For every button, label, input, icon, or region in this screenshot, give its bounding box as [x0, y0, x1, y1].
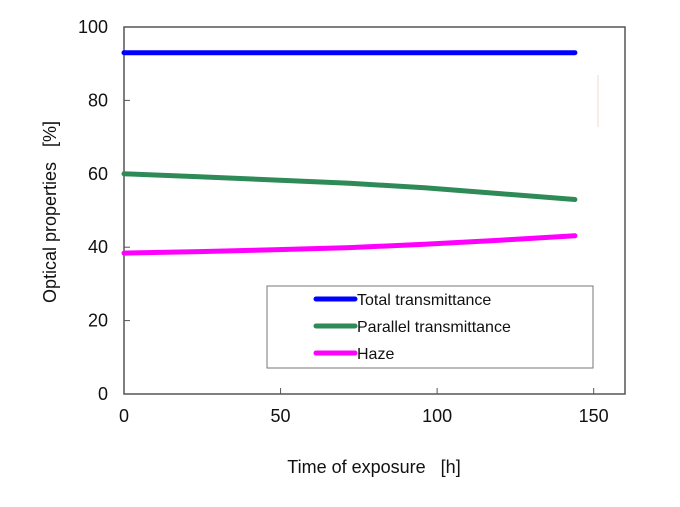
y-tick-label: 100 [78, 17, 108, 37]
x-axis-label: Time of exposure [h] [287, 457, 460, 477]
x-axis-ticks: 0 50 100 150 [119, 388, 609, 426]
x-tick-label: 50 [271, 406, 291, 426]
x-tick-label: 150 [579, 406, 609, 426]
y-tick-label: 40 [88, 237, 108, 257]
series-lines [121, 50, 578, 256]
legend-label: Parallel transmittance [357, 319, 511, 336]
legend-label: Haze [357, 346, 394, 363]
y-tick-label: 80 [88, 90, 108, 110]
plot-frame [123, 26, 626, 395]
y-tick-label: 0 [98, 384, 108, 404]
series-line-parallel-transmittance [121, 171, 578, 202]
y-tick-label: 60 [88, 164, 108, 184]
x-tick-label: 100 [422, 406, 452, 426]
plot-area-border [123, 26, 626, 395]
legend: Total transmittance Parallel transmittanc… [266, 285, 594, 369]
y-axis-label: Optical properties [%] [40, 121, 60, 303]
x-tick-label: 0 [119, 406, 129, 426]
y-axis-ticks: 0 20 40 60 80 100 [78, 17, 130, 404]
y-tick-label: 20 [88, 311, 108, 331]
series-line-haze [121, 233, 578, 256]
legend-label: Total transmittance [357, 292, 491, 309]
